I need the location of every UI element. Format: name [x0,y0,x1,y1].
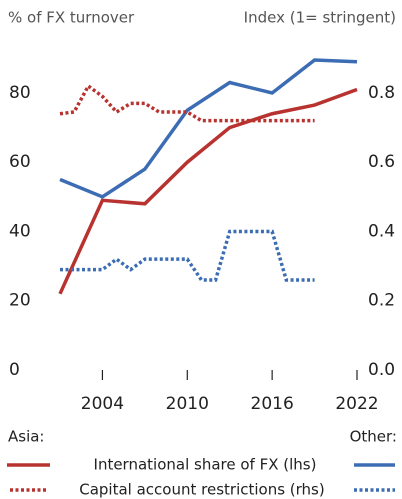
y2-tick-label: 0.8 [368,83,395,103]
y-tick-label: 40 [9,221,31,241]
y-tick-label: 80 [9,83,31,103]
legend-label: International share of FX (lhs) [94,456,317,474]
y-tick-label: 0 [9,360,20,380]
y2-tick-label: 0.0 [368,360,395,380]
y2-tick-label: 0.4 [368,221,395,241]
legend-group: Asia: [8,428,45,446]
y2-axis-label: Index (1= stringent) [244,9,396,27]
y-tick-label: 20 [9,291,31,311]
y-axis-label: % of FX turnover [8,9,135,27]
x-tick-label: 2004 [81,394,124,414]
y2-tick-label: 0.6 [368,152,395,172]
series-line [58,87,358,295]
legend-group: Other: [350,428,397,446]
y-tick-label: 60 [9,152,31,172]
legend-label: Capital account restrictions (rhs) [79,481,324,499]
y2-tick-label: 0.2 [368,291,395,311]
x-tick-label: 2022 [335,394,378,414]
x-tick-label: 2016 [251,394,294,414]
series-line [59,83,315,123]
x-tick-label: 2010 [166,394,209,414]
series-line [59,58,358,199]
series-line [60,229,315,282]
